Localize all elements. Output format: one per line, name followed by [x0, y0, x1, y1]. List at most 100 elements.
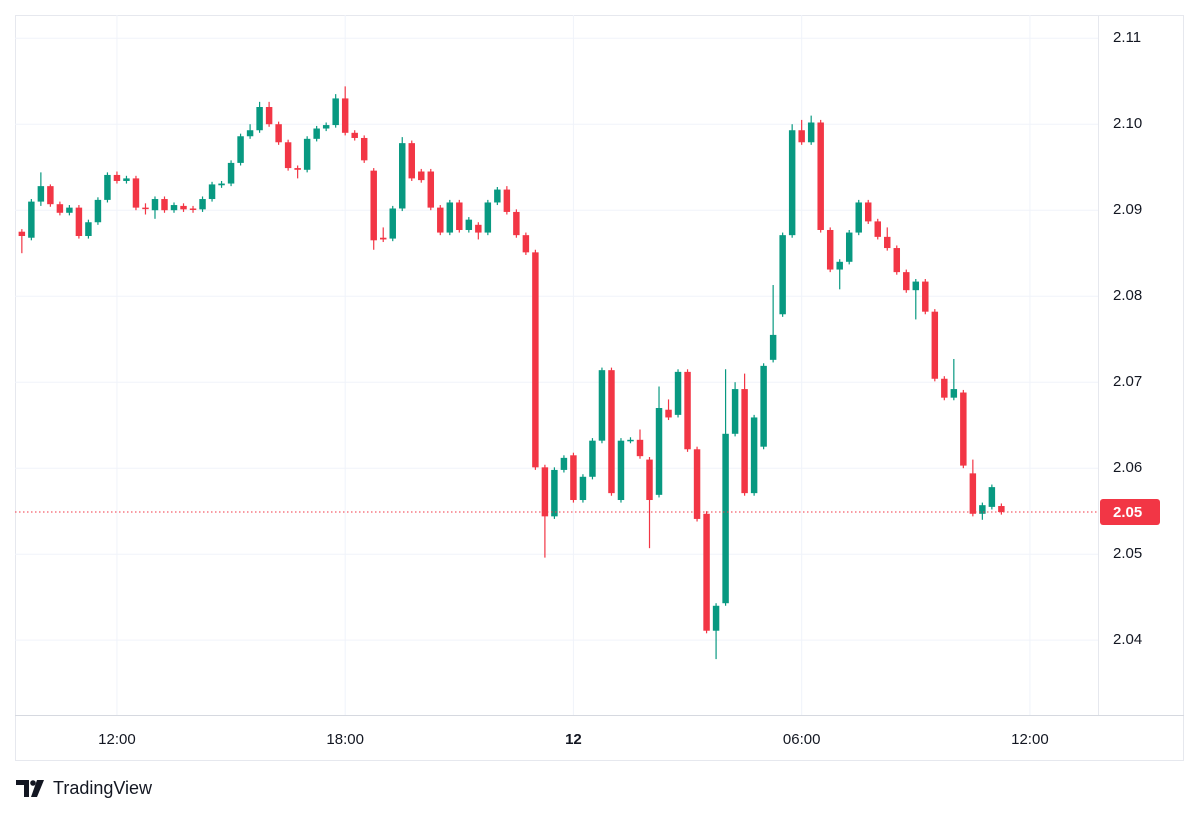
- candle: [56, 201, 64, 216]
- candle: [218, 180, 225, 188]
- candle: [465, 217, 473, 233]
- candle-body: [979, 505, 986, 514]
- candle: [456, 199, 463, 233]
- candle-body: [161, 199, 168, 211]
- candle-body: [684, 371, 691, 450]
- candle-body: [132, 178, 140, 208]
- candle-body: [418, 171, 425, 181]
- candle-body: [199, 199, 206, 210]
- candle: [246, 124, 254, 139]
- candle: [722, 369, 729, 606]
- candle: [646, 457, 653, 549]
- candle: [237, 133, 244, 166]
- candle-body: [313, 128, 320, 139]
- candle-body: [75, 207, 83, 237]
- candle: [636, 429, 644, 459]
- candle: [788, 124, 796, 238]
- y-tick-label: 2.11: [1113, 29, 1141, 46]
- candle-body: [788, 130, 796, 236]
- candle: [66, 205, 73, 216]
- candle-body: [437, 207, 444, 233]
- candle: [408, 140, 415, 181]
- candle-body: [579, 476, 587, 501]
- candle: [418, 168, 425, 183]
- candle: [132, 175, 140, 211]
- y-tick-label: 2.04: [1113, 631, 1142, 648]
- candle-body: [541, 467, 549, 517]
- candle-body: [712, 605, 720, 631]
- candle-body: [456, 202, 463, 230]
- candle: [161, 196, 168, 213]
- x-tick-label: 12: [565, 731, 582, 748]
- candle: [389, 205, 396, 242]
- candle-body: [855, 202, 862, 233]
- candle-body: [598, 370, 606, 441]
- candle: [494, 186, 501, 206]
- candle-body: [817, 122, 824, 230]
- candle-body: [608, 370, 615, 494]
- candle: [360, 135, 368, 163]
- candle-body: [589, 440, 596, 477]
- attribution: TradingView: [53, 778, 153, 798]
- candle-body: [427, 171, 435, 208]
- candle: [341, 86, 349, 136]
- y-tick-label: 2.05: [1113, 545, 1142, 562]
- candle-body: [104, 174, 111, 200]
- candle: [85, 219, 92, 239]
- candle: [608, 367, 615, 496]
- candle: [731, 382, 739, 437]
- candle-body: [893, 248, 901, 273]
- candle-body: [703, 513, 710, 631]
- candle: [180, 203, 187, 212]
- candle-body: [722, 433, 729, 604]
- candle-body: [912, 281, 920, 291]
- candle: [541, 464, 549, 558]
- candle-body: [246, 130, 254, 137]
- candle-body: [399, 143, 406, 209]
- candle: [123, 175, 130, 184]
- candle: [475, 222, 482, 240]
- candle: [208, 181, 216, 202]
- candle: [427, 168, 435, 211]
- candle-body: [56, 204, 64, 213]
- candle: [893, 245, 901, 275]
- candle-body: [351, 132, 358, 138]
- x-tick-label: 06:00: [783, 731, 821, 748]
- candle-body: [322, 125, 330, 129]
- candle-body: [408, 143, 415, 179]
- candle-body: [931, 311, 939, 379]
- candle-body: [779, 235, 786, 315]
- candle: [741, 373, 748, 496]
- candle: [779, 232, 786, 317]
- candle: [351, 130, 358, 141]
- candle-body: [465, 219, 473, 230]
- candle: [522, 232, 530, 255]
- candle: [399, 137, 406, 212]
- candle: [513, 209, 520, 238]
- candle: [303, 136, 311, 173]
- candle-body: [551, 469, 558, 517]
- candle-body: [627, 439, 634, 442]
- candle: [294, 165, 301, 179]
- candle: [979, 502, 986, 520]
- candle-body: [85, 222, 92, 237]
- candle: [113, 171, 121, 184]
- candle: [532, 249, 539, 470]
- candle-body: [218, 183, 225, 186]
- candle-body: [389, 208, 396, 239]
- logo-mark: [31, 780, 44, 797]
- candle: [589, 438, 596, 480]
- candle: [560, 455, 568, 473]
- candle-body: [731, 389, 739, 434]
- candle: [322, 122, 330, 132]
- candle-body: [370, 170, 377, 241]
- candle-body: [836, 261, 843, 270]
- candle-body: [151, 199, 159, 211]
- candle-body: [636, 439, 644, 457]
- candle: [941, 376, 948, 401]
- candle: [151, 196, 159, 219]
- candle: [960, 389, 967, 469]
- candle-body: [284, 142, 292, 169]
- candle: [627, 437, 634, 444]
